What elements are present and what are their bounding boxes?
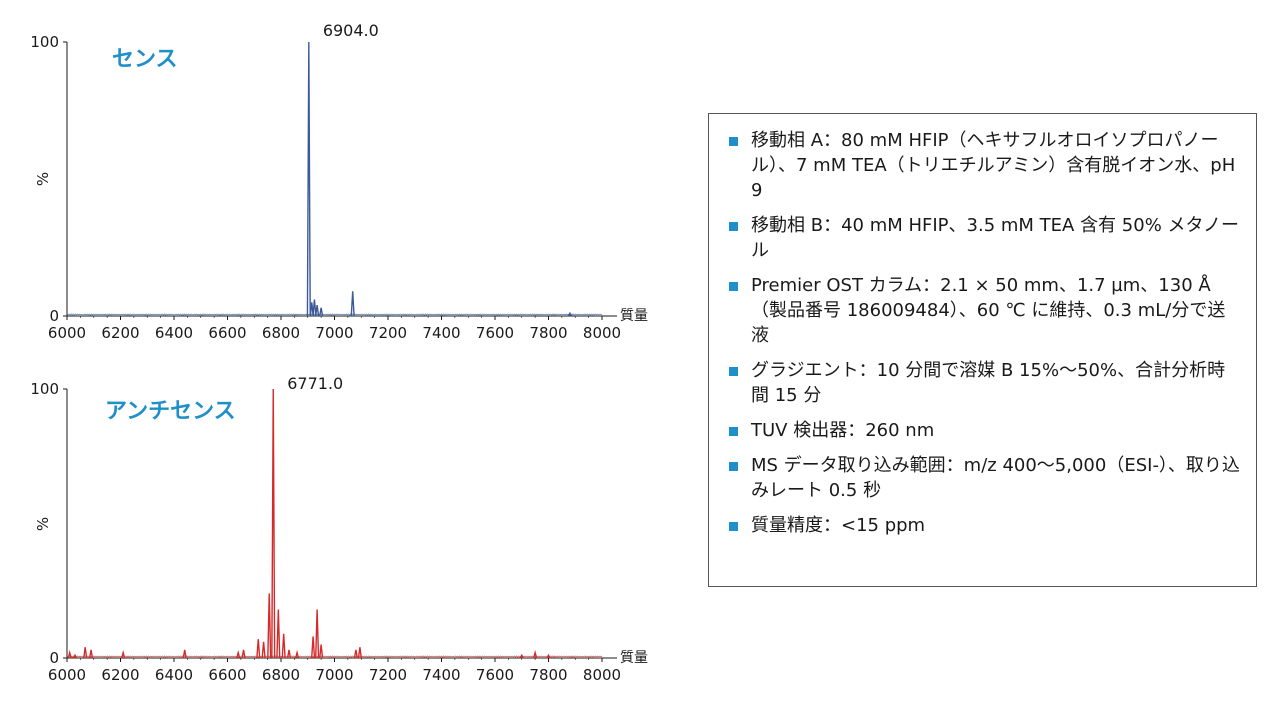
- condition-text: 移動相 B：40 mM HFIP、3.5 mM TEA 含有 50% メタノール: [751, 215, 1239, 261]
- y-tick-label: 100: [30, 33, 59, 51]
- spectrum-peak: [73, 653, 78, 659]
- condition-text: 移動相 A：80 mM HFIP（ヘキサフルオロイソプロパノール）、7 mM T…: [751, 130, 1236, 201]
- x-tick-label: 8000: [583, 324, 621, 342]
- spectrum-peak: [319, 307, 324, 317]
- condition-item: TUV 検出器：260 nm: [727, 418, 1242, 443]
- spectrum-peak: [67, 649, 72, 659]
- peak-mass-label: 6771.0: [287, 374, 343, 393]
- spectrum-peak: [271, 388, 276, 659]
- spectrum-peak: [311, 636, 316, 659]
- square-bullet-icon: [729, 137, 738, 146]
- spectrum-peak: [567, 311, 572, 317]
- spectrum-peak: [319, 644, 324, 659]
- spectrum-panel-1: 6000 6200 6400 6600 6800 7000 7200 7400 7600 7800…: [30, 21, 648, 342]
- x-tick-label: 6600: [208, 666, 246, 684]
- spectrum-peak: [353, 649, 358, 659]
- spectrum-peak: [286, 649, 292, 659]
- x-axis-label: 質量: [620, 650, 648, 666]
- spectrum-peak: [88, 649, 94, 659]
- condition-item: 移動相 B：40 mM HFIP、3.5 mM TEA 含有 50% メタノール: [727, 213, 1242, 263]
- y-tick-label: 100: [30, 380, 59, 398]
- spectrum-peak: [267, 593, 272, 659]
- spectrum-peak: [546, 653, 551, 659]
- x-tick-label: 6400: [155, 666, 193, 684]
- spectrum-panel-2: 6000 6200 6400 6600 6800 7000 7200 7400 7600 7800…: [30, 374, 648, 684]
- x-tick-label: 7200: [369, 666, 407, 684]
- x-tick-label: 7000: [315, 666, 353, 684]
- x-tick-label: 6800: [262, 666, 300, 684]
- x-tick-label: 7000: [315, 324, 353, 342]
- x-tick-label: 7600: [476, 324, 514, 342]
- spectrum-peak: [281, 633, 286, 659]
- y-axis-label: %: [34, 517, 52, 531]
- square-bullet-icon: [729, 522, 738, 531]
- condition-text: MS データ取り込み範囲：m/z 400～5,000（ESI-）、取り込みレート…: [751, 455, 1240, 501]
- x-tick-label: 7400: [422, 324, 460, 342]
- condition-text: 質量精度：<15 ppm: [751, 515, 926, 536]
- x-tick-label: 7800: [529, 324, 567, 342]
- x-tick-label: 7400: [422, 666, 460, 684]
- x-tick-label: 6200: [101, 666, 139, 684]
- x-tick-label: 7200: [369, 324, 407, 342]
- square-bullet-icon: [729, 222, 738, 231]
- y-tick-label: 0: [49, 307, 59, 325]
- spectrum-peak: [350, 291, 355, 317]
- condition-item: Premier OST カラム：2.1 × 50 mm、1.7 µm、130 Å…: [727, 273, 1242, 348]
- baseline-trace: [66, 313, 603, 316]
- baseline-trace: [66, 655, 603, 658]
- spectrum-peak: [241, 649, 246, 659]
- x-tick-label: 8000: [583, 666, 621, 684]
- condition-item: 移動相 A：80 mM HFIP（ヘキサフルオロイソプロパノール）、7 mM T…: [727, 128, 1242, 203]
- condition-text: TUV 検出器：260 nm: [751, 420, 935, 441]
- y-tick-label: 0: [49, 649, 59, 667]
- spectrum-peak: [519, 653, 524, 659]
- x-tick-label: 6000: [48, 324, 86, 342]
- spectrum-peak: [533, 649, 538, 659]
- spectrum-peak: [357, 647, 363, 659]
- square-bullet-icon: [729, 427, 738, 436]
- x-axis-label: 質量: [620, 308, 648, 324]
- conditions-list: 移動相 A：80 mM HFIP（ヘキサフルオロイソプロパノール）、7 mM T…: [709, 114, 1256, 538]
- spectrum-peak: [276, 609, 281, 659]
- spectrum-peak: [261, 641, 266, 659]
- square-bullet-icon: [729, 462, 738, 471]
- spectrum-peak: [256, 639, 261, 659]
- spectrum-peak: [294, 649, 300, 659]
- spectrum-peak: [182, 649, 187, 659]
- spectra-figure: 6000 6200 6400 6600 6800 7000 7200 7400 7600 7800…: [30, 21, 648, 684]
- x-tick-label: 6600: [208, 324, 246, 342]
- x-tick-label: 6200: [101, 324, 139, 342]
- spectrum-peak: [315, 609, 320, 659]
- x-tick-label: 7800: [529, 666, 567, 684]
- spectrum-peak: [121, 649, 126, 659]
- peak-mass-label: 6904.0: [323, 21, 379, 40]
- condition-text: Premier OST カラム：2.1 × 50 mm、1.7 µm、130 Å…: [751, 275, 1226, 346]
- condition-item: MS データ取り込み範囲：m/z 400～5,000（ESI-）、取り込みレート…: [727, 453, 1242, 503]
- y-axis-label: %: [34, 172, 52, 186]
- condition-item: 質量精度：<15 ppm: [727, 513, 1242, 538]
- chart-title: センス: [112, 47, 178, 72]
- spectrum-peak: [83, 647, 88, 659]
- spectrum-peak: [306, 41, 311, 317]
- x-tick-label: 6800: [262, 324, 300, 342]
- spectrum-peak: [312, 299, 317, 317]
- condition-text: グラジエント：10 分間で溶媒 B 15%～50%、合計分析時間 15 分: [751, 360, 1226, 406]
- spectrum-peak: [236, 649, 241, 659]
- square-bullet-icon: [729, 282, 738, 291]
- x-tick-label: 6400: [155, 324, 193, 342]
- conditions-box: 移動相 A：80 mM HFIP（ヘキサフルオロイソプロパノール）、7 mM T…: [708, 113, 1257, 587]
- spectrum-peak: [309, 302, 314, 317]
- x-tick-label: 6000: [48, 666, 86, 684]
- condition-item: グラジエント：10 分間で溶媒 B 15%～50%、合計分析時間 15 分: [727, 358, 1242, 408]
- x-tick-label: 7600: [476, 666, 514, 684]
- chart-title: アンチセンス: [105, 399, 236, 424]
- square-bullet-icon: [729, 367, 738, 376]
- spectrum-peak: [315, 304, 320, 317]
